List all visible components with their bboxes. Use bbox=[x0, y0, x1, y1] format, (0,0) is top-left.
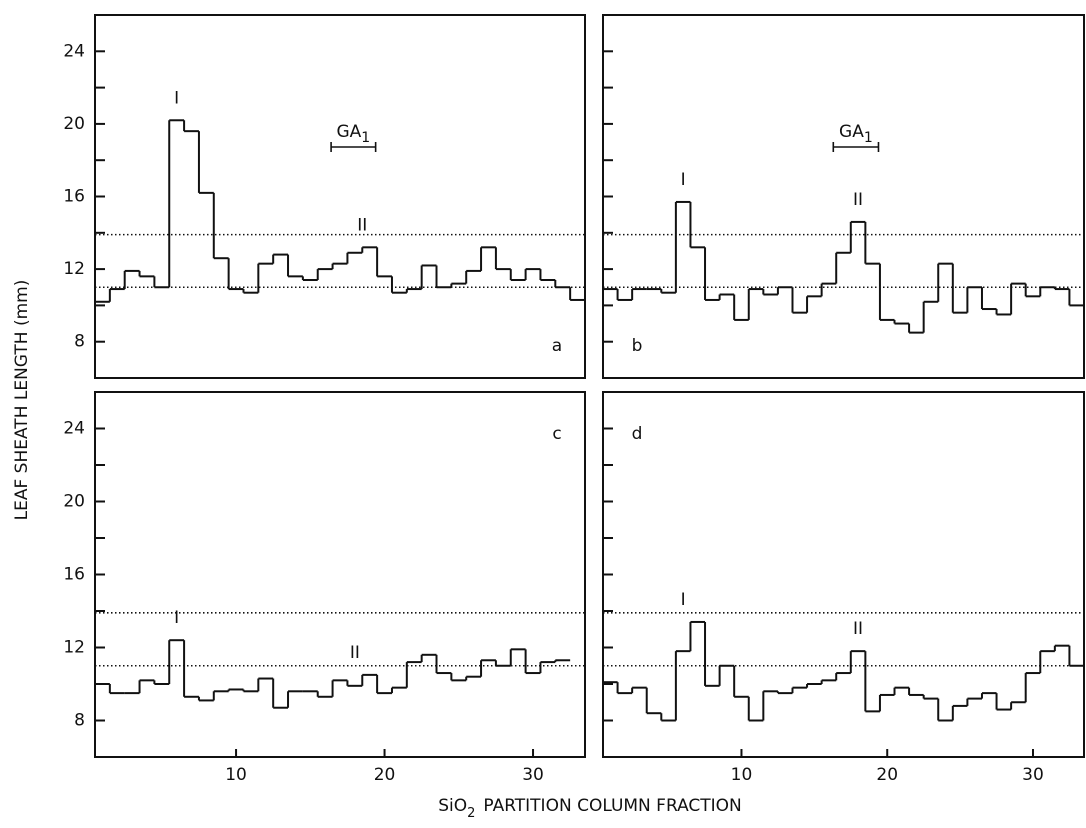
bracket-label-sub: 1 bbox=[361, 130, 370, 146]
panel-label: c bbox=[552, 424, 561, 444]
x-axis-title-rest: PARTITION COLUMN FRACTION bbox=[483, 796, 741, 816]
y-tick-label: 16 bbox=[63, 187, 85, 207]
x-axis-title-sub: 2 bbox=[467, 806, 475, 821]
peak-label: II bbox=[853, 619, 863, 639]
x-tick-label: 10 bbox=[225, 765, 247, 785]
peak-label: I bbox=[681, 590, 686, 610]
y-tick-label: 20 bbox=[63, 492, 85, 512]
panel-label: b bbox=[632, 336, 643, 356]
bracket-label-sub: 1 bbox=[864, 130, 873, 146]
peak-label: II bbox=[853, 190, 863, 210]
peak-label: I bbox=[174, 88, 179, 108]
panel-frame bbox=[94, 391, 586, 758]
x-tick-label: 10 bbox=[731, 765, 753, 785]
y-tick-label: 20 bbox=[63, 114, 85, 134]
y-tick-label: 24 bbox=[63, 419, 85, 439]
y-tick-label: 12 bbox=[63, 638, 85, 658]
bracket-label-main: GA bbox=[336, 122, 361, 142]
y-axis-title: LEAF SHEATH LENGTH (mm) bbox=[12, 280, 32, 521]
y-tick-label: 8 bbox=[74, 332, 85, 352]
y-tick-label: 16 bbox=[63, 565, 85, 585]
y-tick-label: 24 bbox=[63, 41, 85, 61]
peak-label: I bbox=[681, 170, 686, 190]
peak-label: II bbox=[357, 215, 367, 235]
x-tick-label: 30 bbox=[522, 765, 544, 785]
panel-label: d bbox=[632, 424, 643, 444]
peak-label: II bbox=[350, 643, 360, 663]
x-tick-label: 30 bbox=[1022, 765, 1044, 785]
x-axis-title-main: SiO bbox=[438, 796, 467, 816]
bracket-label: GA1 bbox=[336, 122, 370, 146]
x-axis-title: SiO2 PARTITION COLUMN FRACTION bbox=[438, 796, 742, 821]
x-tick-label: 20 bbox=[374, 765, 396, 785]
bracket-label: GA1 bbox=[839, 122, 873, 146]
y-tick-label: 8 bbox=[74, 711, 85, 731]
y-tick-label: 12 bbox=[63, 259, 85, 279]
panel-label: a bbox=[552, 336, 562, 356]
panel-frame bbox=[602, 14, 1085, 379]
x-tick-label: 20 bbox=[876, 765, 898, 785]
bracket-label-main: GA bbox=[839, 122, 864, 142]
peak-label: I bbox=[174, 608, 179, 628]
